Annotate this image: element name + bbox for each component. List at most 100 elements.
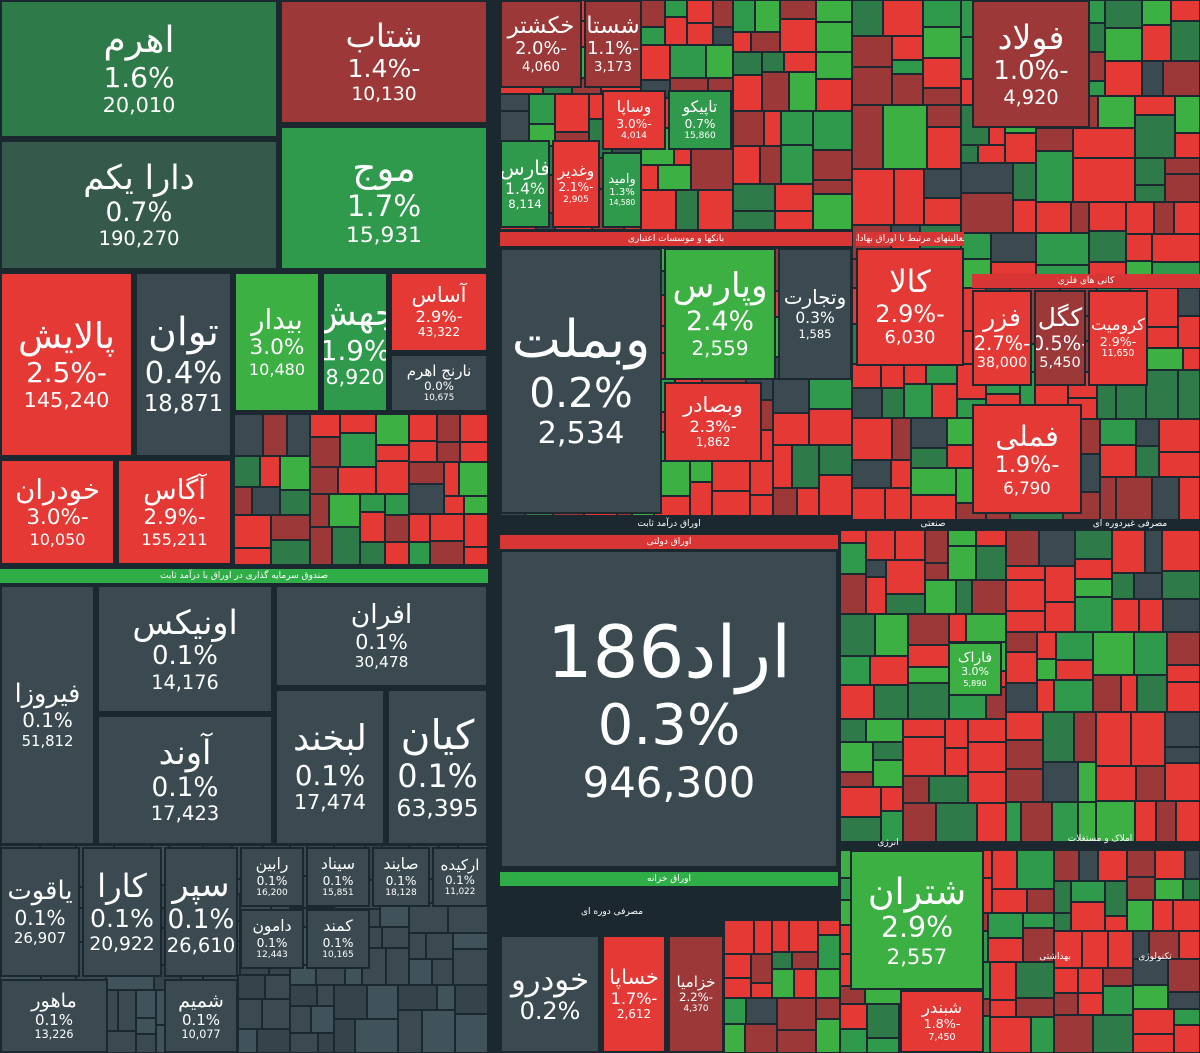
filler-cell xyxy=(1131,712,1165,766)
stock-tile[interactable]: کارا 0.1% 20,922 xyxy=(82,847,162,977)
stock-tile[interactable]: شستا -1.1% 3,173 xyxy=(584,0,642,88)
filler-cell xyxy=(875,614,908,656)
filler-cell xyxy=(1043,762,1078,802)
stock-tile[interactable]: کگل-0.5%5,450 xyxy=(1034,290,1086,386)
stock-tile[interactable]: یاقوت 0.1% 26,907 xyxy=(0,847,80,977)
filler-cell xyxy=(430,541,464,565)
stock-tile[interactable]: کمند 0.1% 10,165 xyxy=(306,909,370,969)
filler-cell xyxy=(927,105,961,127)
filler-cell xyxy=(360,512,385,542)
stock-tile[interactable]: تاپیکو 0.7% 15,860 xyxy=(668,90,732,150)
price: 10,050 xyxy=(29,530,86,550)
price: 8,114 xyxy=(508,196,542,211)
stock-tile[interactable]: توان 0.4% 18,871 xyxy=(135,272,232,457)
stock-tile[interactable]: آساس -2.9% 43,322 xyxy=(390,272,488,352)
filler-cell xyxy=(866,530,895,560)
stock-tile[interactable]: وپارس 2.4% 2,559 xyxy=(664,248,776,380)
stock-tile[interactable]: فزر -2.7% 38,000 xyxy=(972,290,1032,386)
stock-tile[interactable]: وبملت 0.2% 2,534 xyxy=(500,248,662,514)
stock-tile[interactable]: لبخند 0.1% 17,474 xyxy=(275,689,385,845)
filler-cell xyxy=(781,145,813,184)
stock-tile[interactable]: دامون 0.1% 12,443 xyxy=(240,909,304,969)
filler-cell xyxy=(437,442,460,462)
price: 2,905 xyxy=(563,194,589,205)
stock-tile[interactable]: بیدار 3.0% 10,480 xyxy=(234,272,320,412)
filler-cell xyxy=(1054,1015,1093,1053)
stock-tile[interactable]: ماهور 0.1% 13,226 xyxy=(0,979,108,1053)
change-percent: -0.5% xyxy=(1036,331,1084,355)
stock-tile[interactable]: موج 1.7% 15,931 xyxy=(280,126,488,270)
filler-cell xyxy=(852,105,883,169)
change-percent: 0.1% xyxy=(90,904,154,934)
filler-cell xyxy=(1089,231,1126,262)
filler-cell xyxy=(453,933,488,949)
stock-tile[interactable]: کیان 0.1% 63,395 xyxy=(387,689,488,845)
stock-tile[interactable]: دارا یکم 0.7% 190,270 xyxy=(0,140,278,270)
stock-tile[interactable]: اونیکس 0.1% 14,176 xyxy=(97,585,273,713)
price: 8,920 xyxy=(325,365,385,390)
price: 43,322 xyxy=(417,325,461,340)
filler-cell xyxy=(816,1019,840,1053)
stock-tile[interactable]: ارکیده 0.1% 11,022 xyxy=(432,847,488,907)
stock-tile[interactable]: سپر 0.1% 26,610 xyxy=(164,847,238,977)
stock-tile[interactable]: خزامیا -2.2% 4,370 xyxy=(668,935,724,1053)
stock-tile[interactable]: فیروزا 0.1% 51,812 xyxy=(0,585,95,845)
symbol: شتاب xyxy=(345,17,423,56)
filler-cell xyxy=(1054,993,1078,1015)
filler-cell xyxy=(881,787,903,811)
stock-tile[interactable]: پالایش -2.5% 145,240 xyxy=(0,272,133,457)
filler-cell xyxy=(1178,370,1200,419)
stock-tile[interactable]: فاراک 3.0% 5,890 xyxy=(948,642,1002,696)
filler-cell xyxy=(257,1029,290,1053)
stock-tile[interactable]: اراد186 0.3% 946,300 xyxy=(500,550,838,868)
stock-tile[interactable]: خودرو 0.2% xyxy=(500,935,600,1053)
stock-tile[interactable]: کالا -2.9% 6,030 xyxy=(856,248,964,366)
filler-cell xyxy=(925,563,948,580)
filler-cell xyxy=(1078,968,1103,993)
stock-tile[interactable]: کرومیت -2.9% 11,650 xyxy=(1088,290,1148,386)
price: 1,585 xyxy=(798,326,832,341)
filler-cell xyxy=(886,560,925,594)
change-percent: 0.1% xyxy=(294,758,366,792)
filler-cell xyxy=(1112,599,1139,632)
filler-cell xyxy=(852,488,885,520)
stock-tile[interactable]: اهرم 1.6% 20,010 xyxy=(0,0,278,138)
stock-tile[interactable]: شتران 2.9% 2,557 xyxy=(850,850,984,990)
stock-tile[interactable]: فولاد -1.0% 4,920 xyxy=(972,0,1090,128)
stock-tile[interactable]: خکشتر -2.0% 4,060 xyxy=(500,0,582,88)
filler-cell xyxy=(724,1024,745,1053)
stock-tile[interactable]: خودران -3.0% 10,050 xyxy=(0,459,115,565)
stock-tile[interactable]: آگاس -2.9% 155,211 xyxy=(117,459,232,565)
filler-cell xyxy=(961,233,991,259)
filler-cell xyxy=(988,913,1023,938)
stock-tile[interactable]: سیناد 0.1% 15,851 xyxy=(306,847,370,907)
stock-tile[interactable]: خساپا -1.7% 2,612 xyxy=(602,935,666,1053)
filler-cell xyxy=(1103,986,1133,1015)
stock-tile[interactable]: افران 0.1% 30,478 xyxy=(275,585,488,687)
stock-tile[interactable]: وساپا -3.0% 4,014 xyxy=(602,90,666,150)
stock-tile[interactable]: صایند 0.1% 18,128 xyxy=(372,847,430,907)
stock-tile[interactable]: وبصادر -2.3% 1,862 xyxy=(664,382,762,462)
stock-tile[interactable]: فملی -1.9% 6,790 xyxy=(972,404,1082,514)
filler-cell xyxy=(670,45,706,78)
change-percent: -2.0% xyxy=(515,38,567,60)
filler-cell xyxy=(713,0,733,27)
filler-cell xyxy=(1105,881,1127,916)
stock-tile[interactable]: وامید 1.3% 14,580 xyxy=(602,152,642,228)
stock-tile[interactable]: آوند 0.1% 17,423 xyxy=(97,715,273,845)
stock-tile[interactable]: وغدیر -2.1% 2,905 xyxy=(552,140,600,228)
change-percent: 1.7% xyxy=(346,189,422,224)
filler-cell xyxy=(911,495,956,520)
stock-tile[interactable]: شمیم 0.1% 10,077 xyxy=(164,979,238,1053)
stock-tile[interactable]: شبندر -1.8% 7,450 xyxy=(900,990,984,1053)
stock-tile[interactable]: وتجارت 0.3% 1,585 xyxy=(778,248,852,380)
stock-tile[interactable]: جهش1.9%8,920 xyxy=(322,272,388,412)
filler-cell xyxy=(1133,1034,1174,1053)
stock-tile[interactable]: شتاب -1.4% 10,130 xyxy=(280,0,488,124)
stock-tile[interactable]: نارنج اهرم 0.0% 10,675 xyxy=(390,354,488,412)
stock-tile[interactable]: فارس 1.4% 8,114 xyxy=(500,140,550,228)
filler-cell xyxy=(968,719,1006,742)
price: 7,450 xyxy=(928,1031,956,1043)
filler-cell xyxy=(924,198,961,225)
stock-tile[interactable]: رابین 0.1% 16,200 xyxy=(240,847,304,907)
